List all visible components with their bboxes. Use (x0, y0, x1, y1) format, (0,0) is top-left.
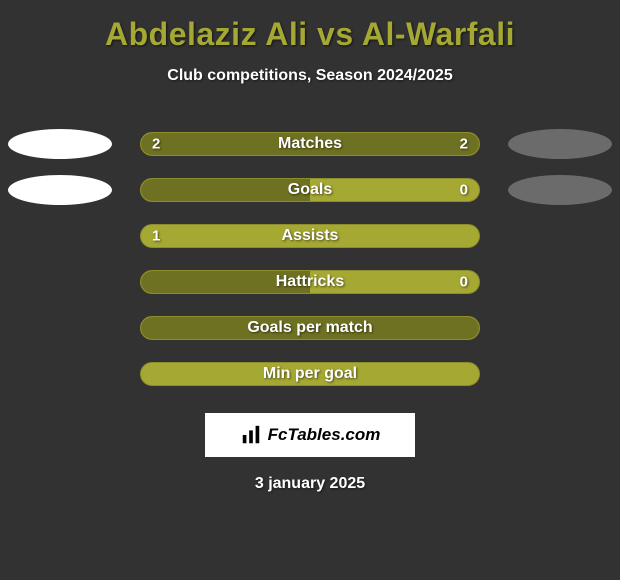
player-right-ellipse (508, 175, 612, 205)
stat-row: Goals per match (0, 305, 620, 351)
stat-row: Min per goal (0, 351, 620, 397)
stat-bar-fill-left (141, 179, 310, 201)
stat-bar: Hattricks (140, 270, 480, 294)
stat-bar: Min per goal (140, 362, 480, 386)
watermark-text: FcTables.com (268, 425, 381, 445)
date-label: 3 january 2025 (0, 475, 620, 493)
stat-label: Assists (282, 227, 339, 245)
stat-row: 0 Hattricks (0, 259, 620, 305)
stat-value-right: 0 (460, 274, 468, 291)
player-left-ellipse (8, 129, 112, 159)
stat-value-right: 2 (460, 136, 468, 153)
stat-label: Goals per match (247, 319, 372, 337)
stat-bar: Goals per match (140, 316, 480, 340)
stat-row: 1 Assists (0, 213, 620, 259)
chart-icon (240, 424, 262, 446)
stat-bar: Matches (140, 132, 480, 156)
player-right-ellipse (508, 129, 612, 159)
stat-label: Min per goal (263, 365, 357, 383)
stat-rows: 2 2 Matches 0 Goals 1 Assists 0 Hattricks Goals p… (0, 121, 620, 397)
player-left-ellipse (8, 175, 112, 205)
stat-label: Matches (278, 135, 342, 153)
stat-bar: Goals (140, 178, 480, 202)
stat-value-right: 0 (460, 182, 468, 199)
stat-bar: Assists (140, 224, 480, 248)
stat-value-left: 2 (152, 136, 160, 153)
stat-row: 0 Goals (0, 167, 620, 213)
stat-label: Hattricks (276, 273, 344, 291)
page-title: Abdelaziz Ali vs Al-Warfali (0, 16, 620, 53)
stat-label: Goals (288, 181, 332, 199)
subtitle: Club competitions, Season 2024/2025 (0, 67, 620, 85)
comparison-card: Abdelaziz Ali vs Al-Warfali Club competi… (0, 0, 620, 493)
watermark: FcTables.com (205, 413, 415, 457)
stat-value-left: 1 (152, 228, 160, 245)
stat-row: 2 2 Matches (0, 121, 620, 167)
